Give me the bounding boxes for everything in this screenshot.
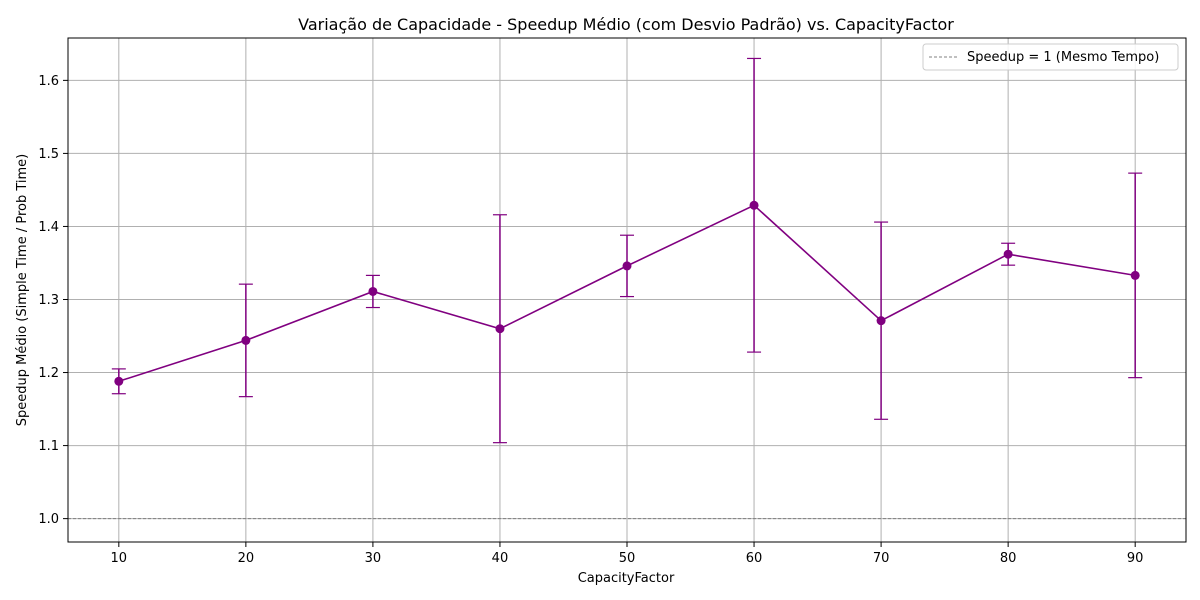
y-tick-label-1: 1.1 [38,439,59,454]
y-axis-label: Speedup Médio (Simple Time / Prob Time) [15,154,30,427]
x-tick-label-8: 90 [1127,551,1144,566]
legend-label-reference-line: Speedup = 1 (Mesmo Tempo) [967,50,1159,65]
y-axis-ticks: 1.0 1.1 1.2 1.3 1.4 1.5 1.6 [38,74,68,527]
x-tick-label-5: 60 [746,551,763,566]
y-tick-label-4: 1.4 [38,220,59,235]
y-tick-label-0: 1.0 [38,512,59,527]
x-tick-label-3: 40 [492,551,509,566]
y-tick-label-6: 1.6 [38,74,59,89]
data-point-4 [622,261,632,271]
data-point-5 [749,200,759,210]
y-tick-label-5: 1.5 [38,147,59,162]
x-axis-ticks: 10 20 30 40 50 60 70 80 90 [111,542,1144,566]
y-tick-label-2: 1.2 [38,366,59,381]
x-tick-label-2: 30 [365,551,382,566]
legend-box [922,43,1179,71]
x-tick-label-6: 70 [873,551,890,566]
data-point-0 [114,376,124,386]
data-point-8 [1130,270,1140,280]
chart-title: Variação de Capacidade - Speedup Médio (… [298,15,954,34]
x-tick-label-7: 80 [1000,551,1017,566]
y-tick-label-3: 1.3 [38,293,59,308]
data-point-1 [241,335,251,345]
x-tick-label-1: 20 [238,551,255,566]
x-tick-label-0: 10 [111,551,128,566]
data-point-7 [1003,249,1013,259]
x-axis-label: CapacityFactor [578,571,675,586]
data-point-6 [876,316,886,326]
series-group [111,57,1143,444]
data-point-2 [368,286,378,296]
legend: Speedup = 1 (Mesmo Tempo) [922,43,1179,71]
data-point-3 [495,324,505,334]
x-tick-label-4: 50 [619,551,636,566]
